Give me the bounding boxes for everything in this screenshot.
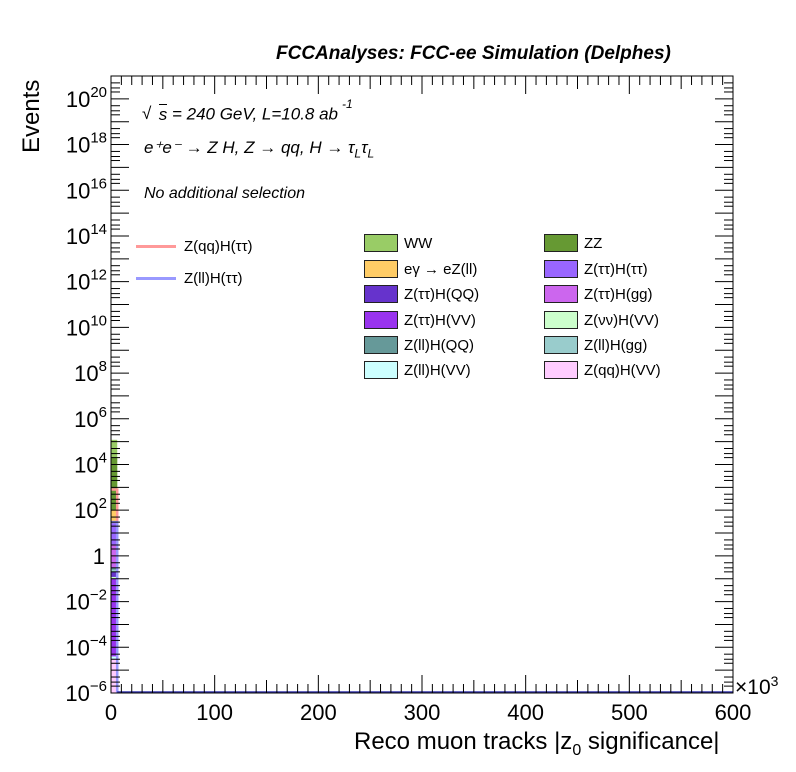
legend-box-item-9: Z(ll)H(gg) — [544, 335, 647, 355]
legend-line-swatch-1 — [136, 276, 176, 280]
y-axis-label: Events — [18, 79, 45, 153]
legend-box-label-10: Z(ll)H(VV) — [404, 361, 471, 379]
x-tick-label-6: 600 — [715, 700, 752, 725]
x-tick-label-4: 400 — [507, 700, 544, 725]
sqrt-s-label: s — [158, 103, 168, 124]
legend-box-label-0: WW — [404, 234, 433, 252]
x-axis-label: Reco muon tracks |z0 significance| — [354, 728, 720, 760]
legend-box-item-8: Z(ll)H(QQ) — [364, 335, 474, 355]
process-sub-1: L — [354, 146, 362, 161]
plot-frame — [110, 75, 734, 694]
legend-box-swatch-8 — [364, 336, 398, 354]
y-tick-label-7: 108 — [74, 358, 107, 386]
legend-line-swatch-0 — [136, 244, 176, 248]
legend-box-swatch-0 — [364, 234, 398, 252]
x-multiplier-exp: 3 — [770, 673, 779, 689]
y-tick-label-13: 1020 — [66, 84, 107, 112]
legend-box-label-11: Z(qq)H(VV) — [584, 361, 661, 379]
legend-box-item-4: Z(ττ)H(QQ) — [364, 284, 479, 304]
legend-box-label-2: eγ → eZ(ll) — [404, 260, 478, 278]
histogram-bar-0 — [111, 659, 118, 693]
energy-lumi-label: √ s = 240 GeV, L=10.8 ab-1 — [142, 97, 353, 124]
legend-box-swatch-11 — [544, 361, 578, 379]
legend-box-swatch-3 — [544, 260, 578, 278]
legend-box-label-9: Z(ll)H(gg) — [584, 336, 648, 354]
y-tick-label-12: 1018 — [66, 130, 107, 158]
legend-box-swatch-6 — [364, 311, 398, 329]
legend-box-item-5: Z(ττ)H(gg) — [544, 284, 653, 304]
process-label: e⁺e⁻ → Z H, Z → qq, H → τLτL — [144, 138, 374, 160]
legend-box-swatch-10 — [364, 361, 398, 379]
x-axis-label-sub: 0 — [572, 741, 582, 759]
legend-box-item-3: Z(ττ)H(ττ) — [544, 259, 648, 279]
legend-box-item-2: eγ → eZ(ll) — [364, 259, 477, 279]
x-tick-label-0: 0 — [105, 700, 117, 725]
process-tau-2: τ — [361, 138, 368, 157]
legend-line-label-1: Z(ll)H(ττ) — [184, 269, 243, 287]
legend-box-item-7: Z(νν)H(VV) — [544, 310, 659, 330]
y-tick-label-6: 106 — [74, 404, 107, 432]
legend-box-swatch-5 — [544, 285, 578, 303]
legend-box-label-7: Z(νν)H(VV) — [584, 311, 659, 329]
x-axis-multiplier: ×103 — [735, 673, 778, 700]
x-axis-label-pre: Reco muon tracks |z — [354, 728, 573, 755]
y-tick-label-9: 1012 — [66, 267, 107, 295]
legend-line-label-0: Z(qq)H(ττ) — [184, 237, 253, 255]
legend-box-label-6: Z(ττ)H(VV) — [404, 311, 476, 329]
x-axis-label-post: significance| — [581, 728, 720, 755]
y-tick-label-4: 102 — [74, 495, 107, 523]
legend-box-label-5: Z(ττ)H(gg) — [584, 285, 653, 303]
legend-box-swatch-7 — [544, 311, 578, 329]
legend-box-item-1: ZZ — [544, 233, 602, 253]
legend-box-item-10: Z(ll)H(VV) — [364, 360, 471, 380]
legend-box-label-4: Z(ττ)H(QQ) — [404, 285, 480, 303]
y-tick-label-0: 10−6 — [65, 678, 107, 706]
x-tick-label-3: 300 — [404, 700, 441, 725]
lumi-exponent: -1 — [342, 97, 353, 111]
process-text: e⁺e⁻ → Z H, Z → qq, H → τ — [144, 138, 355, 157]
legend-box-swatch-9 — [544, 336, 578, 354]
x-tick-label-5: 500 — [611, 700, 648, 725]
x-tick-label-1: 100 — [196, 700, 233, 725]
energy-lumi-text: = 240 GeV, L=10.8 ab — [171, 104, 339, 124]
legend-box-swatch-4 — [364, 285, 398, 303]
y-tick-label-11: 1016 — [66, 175, 107, 203]
legend-box-item-11: Z(qq)H(VV) — [544, 360, 661, 380]
x-multiplier-base: ×10 — [735, 676, 771, 699]
y-tick-label-3: 1 — [93, 544, 105, 569]
y-tick-label-5: 104 — [74, 449, 107, 477]
legend-line-item-0: Z(qq)H(ττ) — [136, 236, 253, 256]
legend-box-swatch-2 — [364, 260, 398, 278]
y-tick-label-8: 1010 — [66, 312, 107, 340]
legend-box-label-1: ZZ — [584, 234, 603, 252]
legend-box-label-8: Z(ll)H(QQ) — [404, 336, 474, 354]
legend-box-item-0: WW — [364, 233, 432, 253]
y-tick-label-2: 10−2 — [65, 587, 107, 615]
y-tick-label-10: 1014 — [66, 221, 107, 249]
x-tick-label-2: 200 — [300, 700, 337, 725]
y-tick-label-1: 10−4 — [65, 632, 107, 660]
selection-label: No additional selection — [144, 185, 305, 202]
plot-title: FCCAnalyses: FCC-ee Simulation (Delphes) — [276, 43, 671, 64]
histogram-bar-2 — [111, 578, 118, 693]
process-sub-2: L — [367, 146, 375, 161]
legend-box-label-3: Z(ττ)H(ττ) — [584, 260, 648, 278]
legend-box-swatch-1 — [544, 234, 578, 252]
legend-line-item-1: Z(ll)H(ττ) — [136, 268, 243, 288]
legend-box-item-6: Z(ττ)H(VV) — [364, 310, 476, 330]
